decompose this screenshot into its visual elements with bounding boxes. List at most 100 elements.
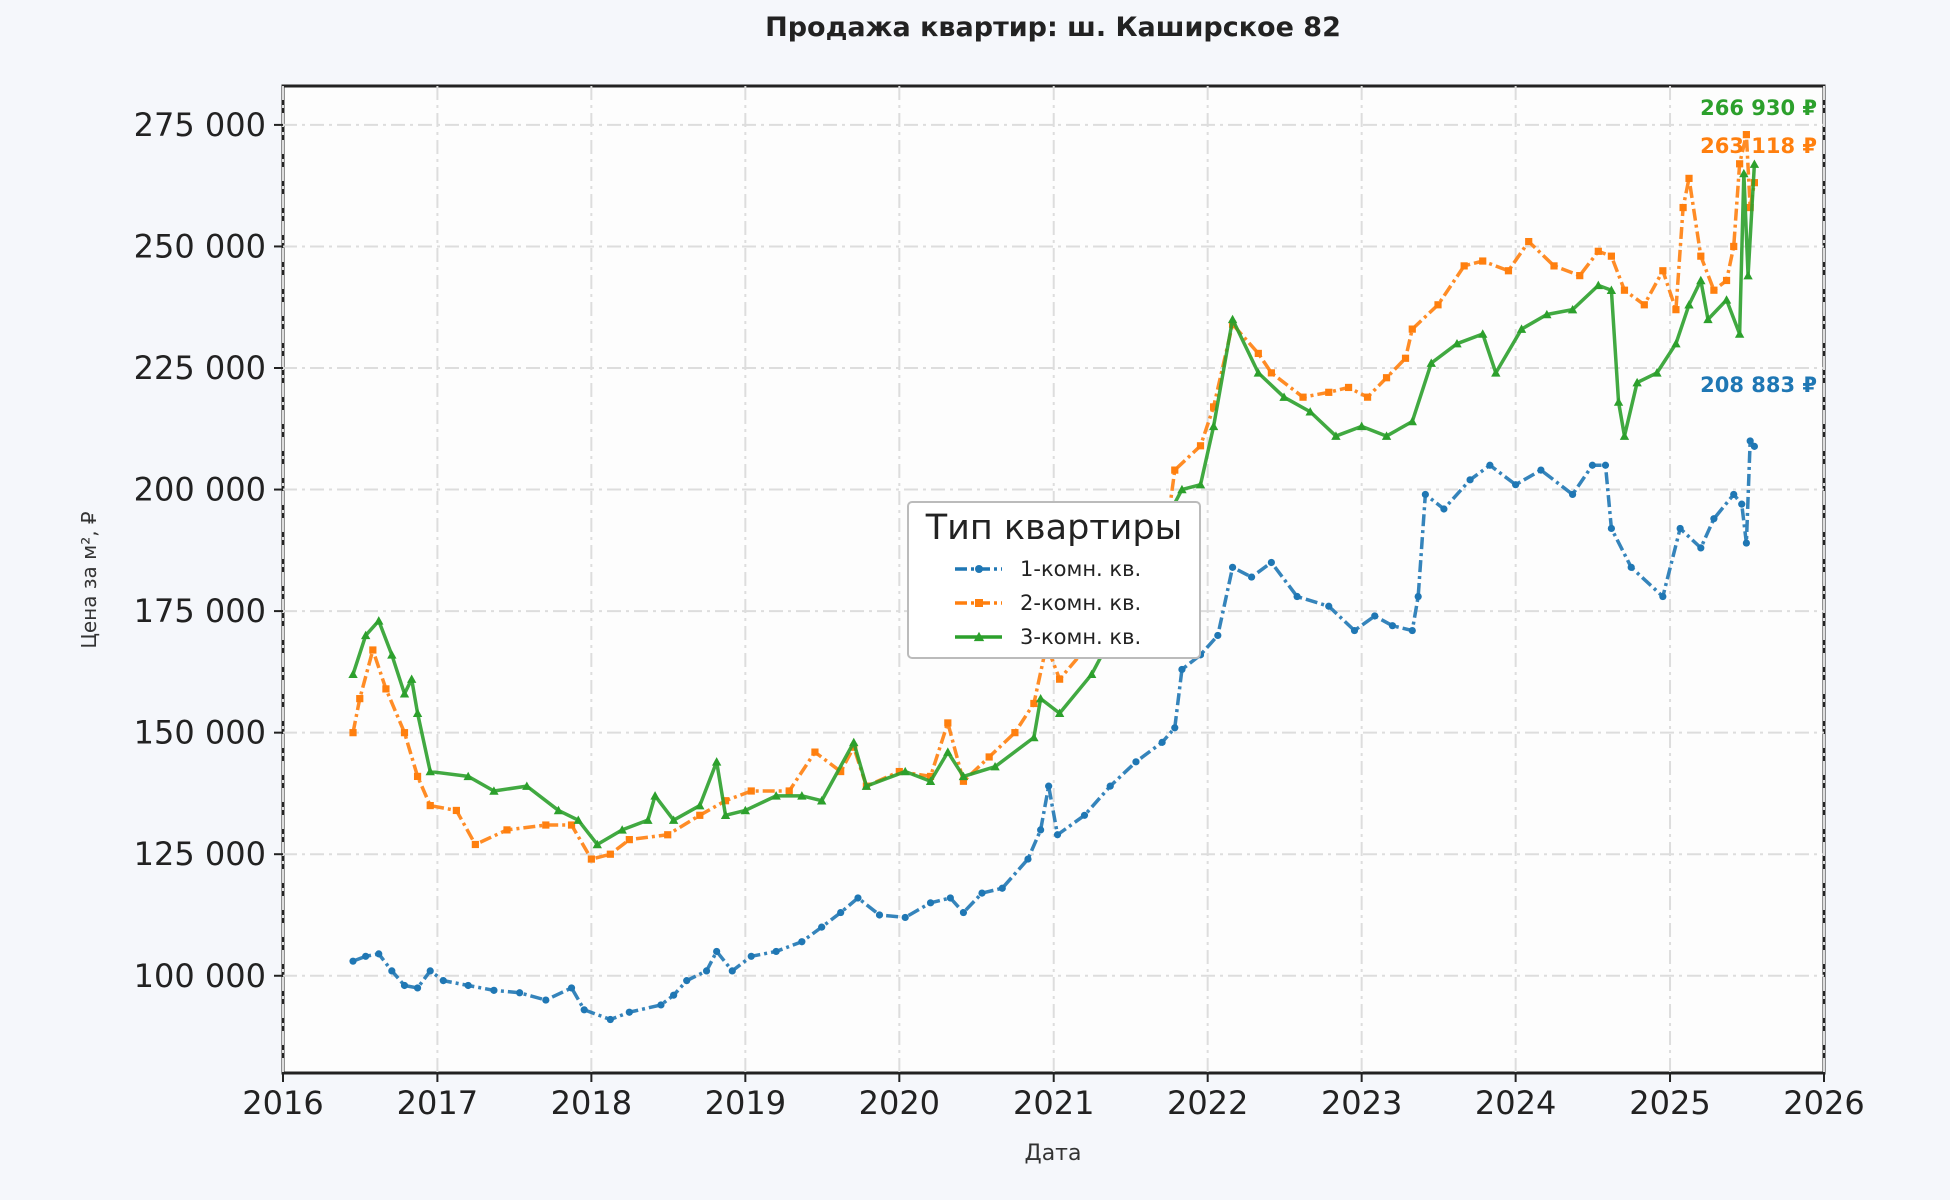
data-point bbox=[998, 884, 1006, 892]
data-point bbox=[1486, 461, 1494, 469]
x-tick-label: 2026 bbox=[1783, 1084, 1864, 1122]
data-point bbox=[413, 772, 422, 781]
data-point bbox=[900, 766, 910, 776]
data-point bbox=[1434, 301, 1442, 309]
data-point bbox=[1035, 693, 1046, 703]
axes: 2016 2017 2018 2019 2020 2021 2022 2023 2024 2025… bbox=[134, 106, 1865, 1122]
data-point bbox=[1452, 339, 1462, 348]
data-point bbox=[811, 748, 819, 756]
x-tick-label: 2019 bbox=[705, 1084, 786, 1122]
legend-items: 1-комн. кв. 2-комн. кв. 3-комн. кв. bbox=[955, 557, 1141, 649]
series-3 bbox=[348, 159, 1760, 849]
data-point bbox=[926, 899, 935, 907]
data-point bbox=[1697, 252, 1705, 260]
data-point bbox=[375, 950, 383, 958]
y-tick-label: 225 000 bbox=[134, 349, 266, 387]
data-point bbox=[1613, 397, 1624, 406]
data-point bbox=[657, 1001, 665, 1009]
data-point bbox=[943, 747, 953, 756]
data-point bbox=[1478, 329, 1488, 338]
data-point bbox=[1601, 461, 1610, 469]
data-point bbox=[1325, 602, 1333, 610]
data-point bbox=[1054, 708, 1065, 717]
data-point bbox=[349, 729, 357, 737]
data-point bbox=[464, 981, 472, 990]
data-point bbox=[1177, 484, 1187, 494]
data-point bbox=[1440, 505, 1448, 513]
data-point bbox=[503, 826, 511, 834]
legend-marker bbox=[975, 599, 983, 607]
data-point bbox=[958, 771, 969, 781]
data-point bbox=[490, 986, 498, 994]
data-point bbox=[516, 989, 524, 997]
data-point bbox=[1730, 242, 1738, 251]
data-point bbox=[1080, 811, 1089, 819]
data-point bbox=[1106, 782, 1114, 790]
data-point bbox=[747, 952, 755, 960]
data-point bbox=[1738, 500, 1746, 508]
data-point bbox=[1742, 539, 1750, 547]
data-point bbox=[1620, 286, 1629, 294]
data-point bbox=[1537, 466, 1545, 474]
data-point bbox=[1299, 393, 1307, 401]
data-point bbox=[1588, 461, 1597, 469]
data-point bbox=[426, 967, 434, 975]
data-point bbox=[849, 737, 859, 747]
y-tick-label: 150 000 bbox=[134, 714, 266, 752]
x-tick-label: 2024 bbox=[1475, 1084, 1556, 1122]
data-point bbox=[489, 786, 499, 795]
data-point bbox=[1491, 368, 1501, 377]
data-point bbox=[1267, 369, 1275, 377]
x-tick-label: 2016 bbox=[242, 1084, 323, 1122]
x-axis-label: Дата bbox=[1025, 1141, 1082, 1166]
data-point bbox=[412, 708, 423, 717]
data-point bbox=[1371, 612, 1379, 620]
data-point bbox=[1408, 626, 1416, 635]
data-point bbox=[1721, 295, 1732, 304]
data-point bbox=[837, 767, 845, 776]
data-point bbox=[362, 952, 370, 960]
data-point bbox=[711, 757, 722, 766]
data-point bbox=[1627, 563, 1635, 571]
data-point bbox=[382, 685, 390, 693]
data-point bbox=[728, 967, 736, 975]
data-point bbox=[1196, 442, 1205, 450]
legend-label: 1-комн. кв. bbox=[1020, 557, 1141, 581]
data-point bbox=[713, 947, 721, 956]
data-point bbox=[1567, 304, 1578, 314]
data-point bbox=[1594, 247, 1602, 255]
data-point bbox=[944, 719, 952, 727]
data-point bbox=[1736, 160, 1744, 168]
data-point bbox=[1178, 665, 1186, 674]
data-point bbox=[1568, 490, 1577, 499]
data-point bbox=[1619, 431, 1630, 440]
data-point bbox=[1685, 174, 1693, 182]
data-point bbox=[817, 796, 827, 805]
data-point bbox=[1086, 669, 1097, 679]
data-point bbox=[695, 800, 705, 810]
data-point bbox=[1710, 286, 1718, 294]
legend-marker bbox=[975, 565, 983, 573]
legend-label: 2-комн. кв. bbox=[1020, 591, 1141, 615]
data-point bbox=[1037, 826, 1045, 834]
data-point bbox=[798, 938, 806, 946]
y-tick-label: 100 000 bbox=[134, 957, 266, 995]
y-axis-label: Цена за м², ₽ bbox=[77, 511, 101, 649]
data-point bbox=[1344, 383, 1353, 392]
data-point bbox=[1414, 592, 1422, 601]
data-point bbox=[1401, 354, 1410, 362]
data-point bbox=[1247, 573, 1256, 581]
data-point bbox=[1305, 407, 1315, 416]
series-1 bbox=[349, 437, 1758, 1024]
data-point bbox=[1045, 782, 1053, 790]
data-point bbox=[978, 889, 986, 897]
data-point bbox=[1171, 724, 1179, 732]
data-point bbox=[1331, 431, 1341, 440]
data-point bbox=[1325, 388, 1333, 396]
data-point bbox=[1279, 392, 1289, 401]
data-point bbox=[1743, 270, 1753, 280]
data-point bbox=[747, 787, 755, 795]
data-point bbox=[650, 791, 660, 800]
y-tick-label: 250 000 bbox=[134, 227, 266, 265]
